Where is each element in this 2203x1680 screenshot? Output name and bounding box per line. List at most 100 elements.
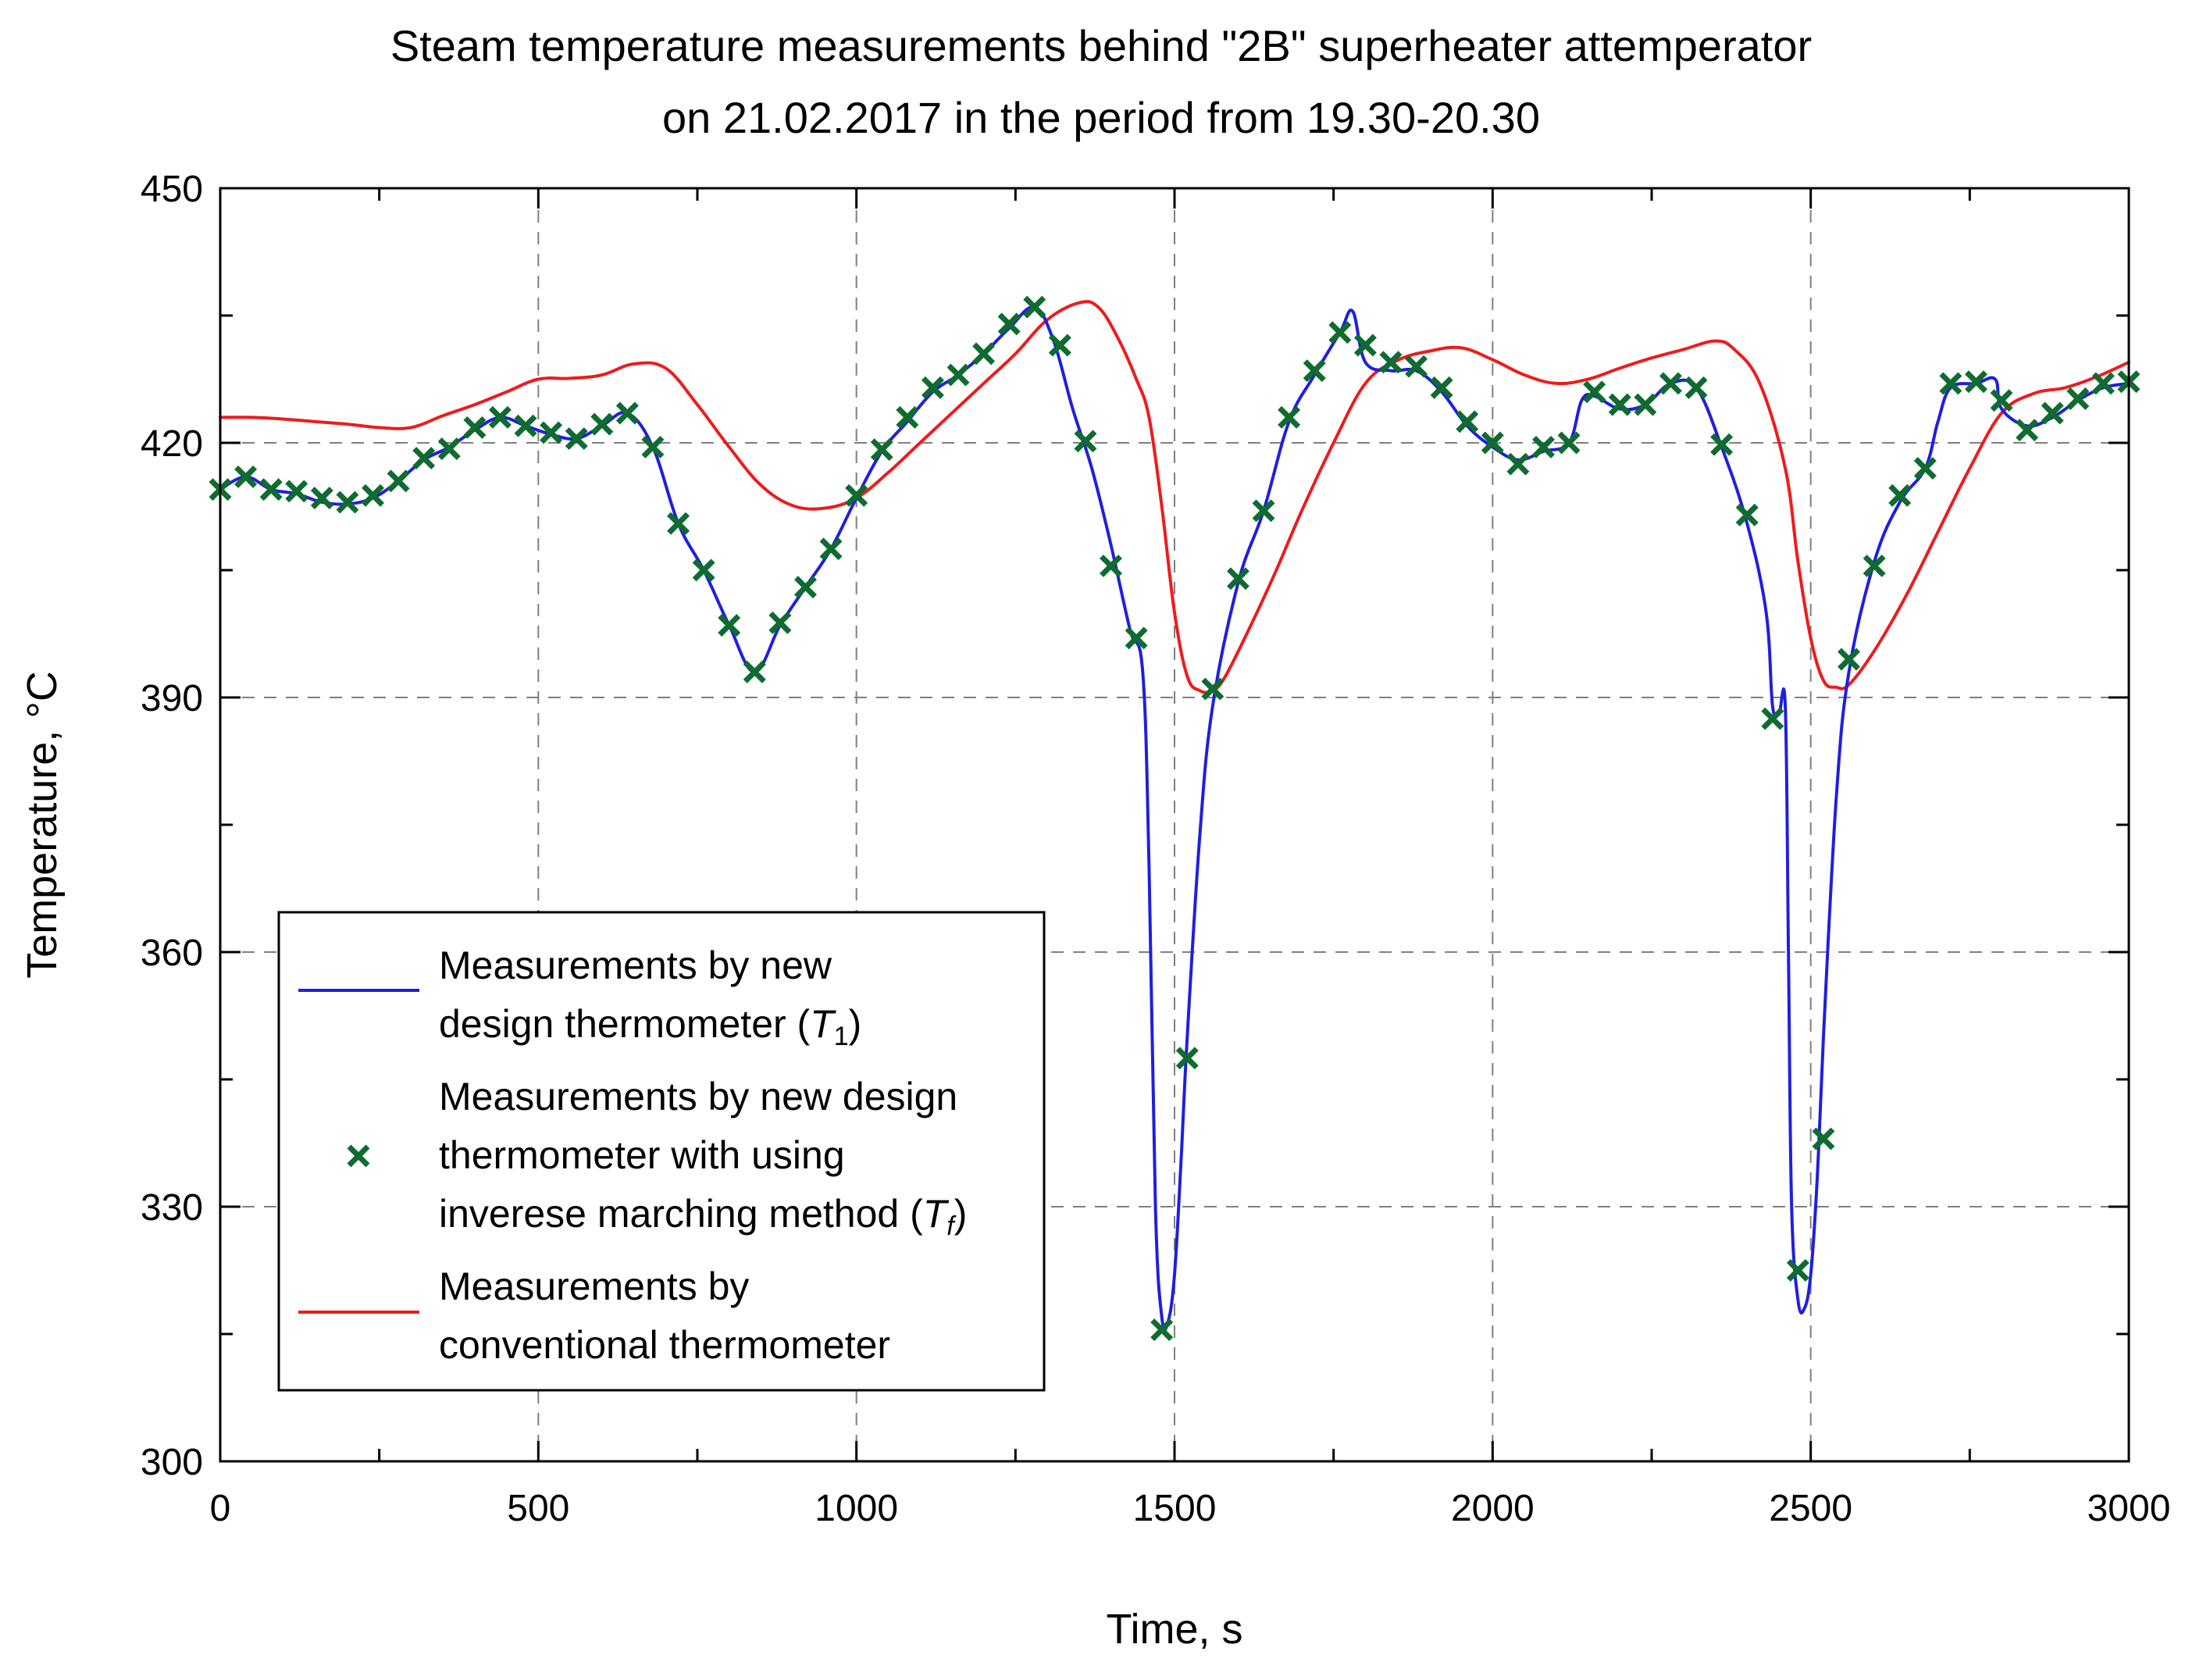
- x-tick-label: 0: [210, 1488, 231, 1529]
- marker-stroke: [794, 576, 817, 599]
- marker-stroke: [259, 478, 283, 501]
- series-tf-marker: [1048, 334, 1071, 357]
- legend-label-marker-line-1: Measurements by new design: [439, 1075, 957, 1118]
- series-tf-marker: [1608, 393, 1631, 416]
- series-tf-marker: [1888, 483, 1912, 507]
- series-tf-marker: [896, 405, 919, 429]
- marker-stroke: [1634, 393, 1657, 416]
- series-tf-marker: [1863, 555, 1886, 578]
- marker-stroke: [1048, 334, 1071, 357]
- marker-stroke: [1100, 555, 1123, 578]
- legend-label-blue-subscript: 1: [834, 1022, 849, 1051]
- series-tf-marker: [2066, 387, 2090, 410]
- marker-stroke: [1328, 321, 1352, 344]
- series-tf-marker: [1634, 393, 1657, 416]
- marker-stroke: [285, 480, 308, 503]
- marker-stroke: [1303, 359, 1326, 383]
- y-tick-label: 360: [141, 933, 203, 974]
- marker-stroke: [1939, 372, 1962, 395]
- legend-label-marker-line-2: thermometer with using: [439, 1133, 845, 1177]
- legend-label-blue-suffix: ): [849, 1002, 862, 1046]
- marker-stroke: [565, 427, 588, 451]
- marker-stroke: [1379, 351, 1403, 374]
- y-axis-title: Temperature, °C: [19, 671, 66, 979]
- marker-stroke: [234, 465, 258, 488]
- marker-stroke: [412, 447, 436, 470]
- marker-stroke: [896, 405, 919, 429]
- legend-label-marker-symbol: T: [923, 1192, 950, 1236]
- marker-stroke: [437, 437, 461, 461]
- series-tf-marker: [488, 405, 512, 429]
- legend-swatch-marker: [347, 1144, 370, 1168]
- series-tf-marker: [1913, 457, 1937, 480]
- y-tick-label: 450: [141, 169, 203, 210]
- y-tick-label: 300: [141, 1442, 203, 1483]
- chart-title-line-1: Steam temperature measurements behind "2…: [390, 21, 1812, 70]
- series-tf-marker: [1125, 626, 1148, 650]
- marker-stroke: [514, 414, 537, 437]
- marker-stroke: [1150, 1318, 1174, 1342]
- marker-stroke: [488, 405, 512, 429]
- tick-layer: 0 500 1000 1500 2000 2500 3000 300 330 360 390 420 4…: [141, 169, 2170, 1529]
- series-tf-marker: [1150, 1318, 1174, 1342]
- marker-stroke: [641, 435, 665, 458]
- series-tf-marker: [1328, 321, 1352, 344]
- marker-stroke: [921, 376, 944, 399]
- series-tf-marker: [259, 478, 283, 501]
- series-tf-marker: [412, 447, 436, 470]
- x-tick-label: 2000: [1451, 1488, 1535, 1529]
- marker-stroke: [1583, 380, 1606, 404]
- series-tf-marker: [1532, 435, 1555, 458]
- series-tf-marker: [870, 438, 893, 462]
- series-tf-marker: [1735, 503, 1759, 526]
- x-tick-label: 3000: [2087, 1488, 2171, 1529]
- marker-stroke: [1786, 1259, 1809, 1282]
- series-tf-marker: [565, 427, 588, 451]
- legend-label-red-line-1: Measurements by: [439, 1264, 749, 1308]
- series-tf-marker: [641, 435, 665, 458]
- series-tf-marker: [540, 421, 563, 444]
- series-tf-marker: [1456, 410, 1479, 433]
- legend: Measurements by new design thermometer (…: [277, 911, 1046, 1392]
- marker-stroke: [1074, 430, 1097, 453]
- marker-stroke: [1608, 393, 1631, 416]
- series-tf-marker: [2016, 419, 2039, 442]
- series-tf-marker: [1939, 372, 1962, 395]
- marker-stroke: [997, 312, 1021, 336]
- series-tf-marker: [387, 469, 410, 493]
- marker-stroke: [972, 342, 996, 366]
- legend-label-blue-line-1: Measurements by new: [439, 943, 832, 987]
- legend-label-red-line-2: conventional thermometer: [439, 1323, 890, 1367]
- marker-stroke: [2041, 401, 2064, 425]
- marker-stroke: [1023, 295, 1046, 319]
- series-tf-marker: [514, 414, 537, 437]
- marker-stroke: [1684, 376, 1708, 399]
- marker-stroke: [1888, 483, 1912, 507]
- series-tf-marker: [718, 614, 741, 637]
- marker-stroke: [1557, 431, 1581, 455]
- marker-stroke: [2066, 387, 2090, 410]
- series-tf-marker: [1405, 355, 1428, 378]
- legend-label-marker-suffix: ): [954, 1192, 968, 1236]
- marker-stroke: [310, 487, 333, 510]
- series-tf-marker: [1812, 1127, 1835, 1150]
- marker-stroke: [1710, 433, 1734, 456]
- legend-label-marker-line-3: inverese marching method (Tf): [439, 1192, 967, 1241]
- y-tick-label: 420: [141, 423, 203, 465]
- legend-label-blue-symbol: T: [810, 1002, 836, 1046]
- series-tf-marker: [615, 401, 639, 425]
- series-tf-marker: [845, 483, 868, 507]
- series-tf-marker: [336, 490, 359, 514]
- marker-stroke: [768, 611, 792, 634]
- series-tf-marker: [2041, 401, 2064, 425]
- x-tick-label: 2500: [1769, 1488, 1852, 1529]
- series-tf-marker: [362, 483, 384, 507]
- series-tf-marker: [972, 342, 996, 366]
- series-tf-marker: [1684, 376, 1708, 399]
- series-tf-marker: [590, 412, 614, 436]
- marker-stroke: [845, 483, 868, 507]
- y-tick-label: 390: [141, 678, 203, 719]
- series-tf-marker: [1226, 567, 1249, 590]
- marker-stroke: [1456, 410, 1479, 433]
